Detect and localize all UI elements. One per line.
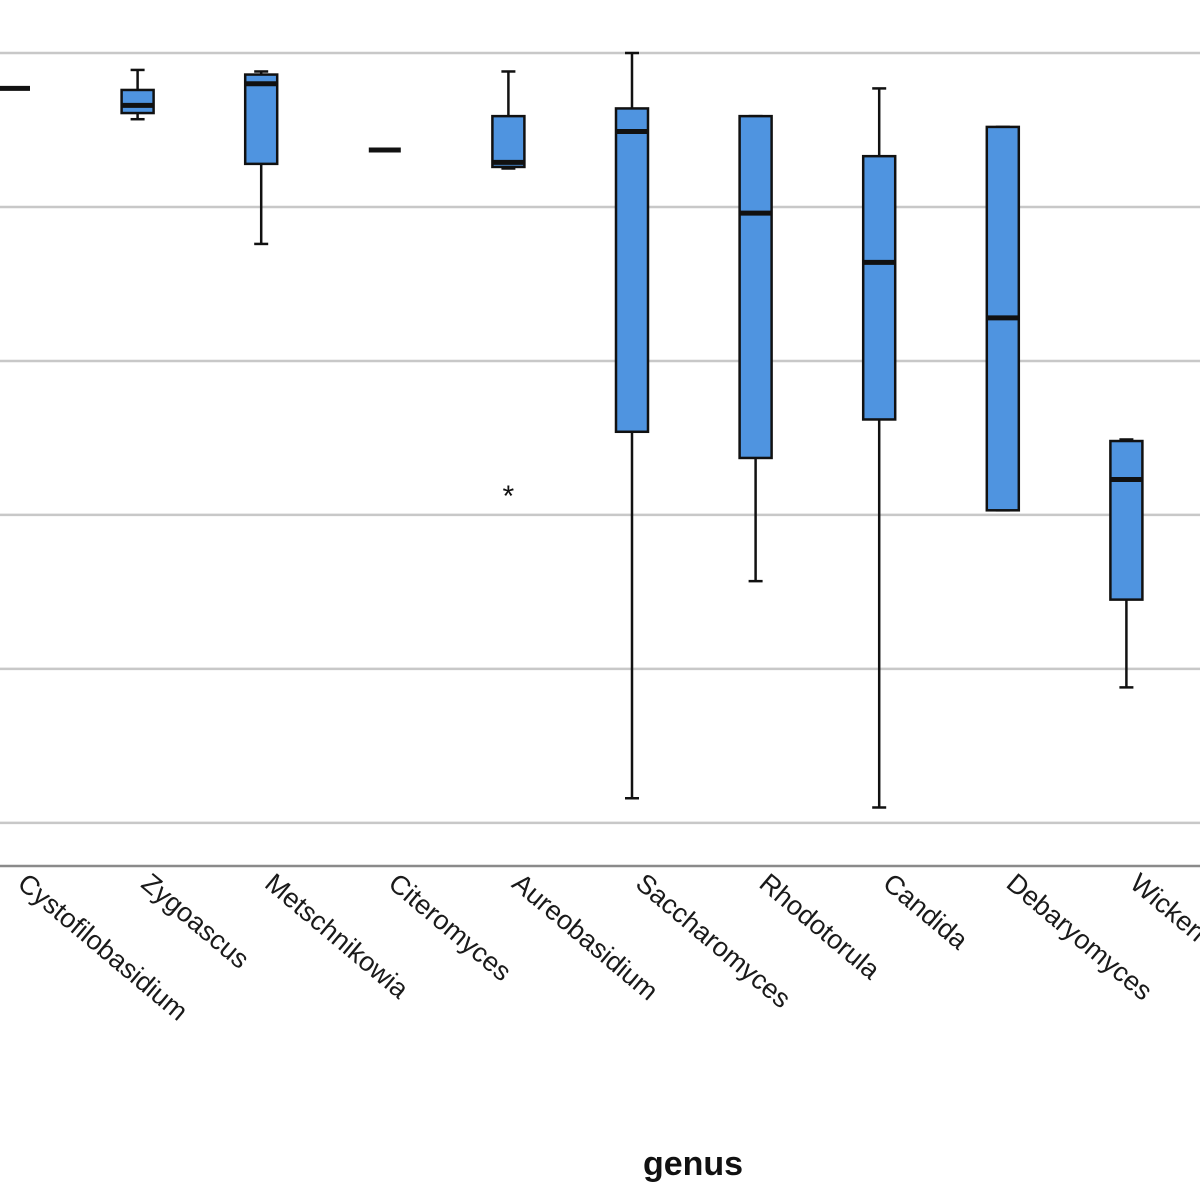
- box-group: [120, 68, 155, 121]
- iqr-box: [1109, 439, 1144, 601]
- x-tick-label: Zygoascus: [136, 868, 255, 975]
- box-group: [243, 70, 279, 246]
- boxes: *: [0, 51, 1144, 809]
- box-group: *: [491, 70, 526, 513]
- iqr-box: [243, 73, 279, 166]
- iqr-box: [614, 107, 650, 434]
- box-group: [985, 125, 1021, 512]
- outlier-marker: *: [503, 480, 515, 513]
- box-group: [861, 87, 897, 809]
- iqr-box: [861, 154, 897, 421]
- x-tick-label: Candida: [877, 868, 974, 956]
- x-tick-label: Wickerhamomyces: [1125, 868, 1200, 1038]
- iqr-box: [491, 114, 526, 169]
- x-axis-title: genus: [643, 1145, 743, 1183]
- x-tick-label: Citeromyces: [383, 868, 517, 987]
- x-tick-label: Rhodotorula: [754, 868, 887, 986]
- gridlines: [0, 51, 1200, 825]
- box-group: [614, 51, 650, 800]
- box-group: [1109, 438, 1144, 689]
- iqr-box: [738, 114, 773, 460]
- iqr-box: [120, 88, 155, 115]
- box-group: [738, 114, 773, 583]
